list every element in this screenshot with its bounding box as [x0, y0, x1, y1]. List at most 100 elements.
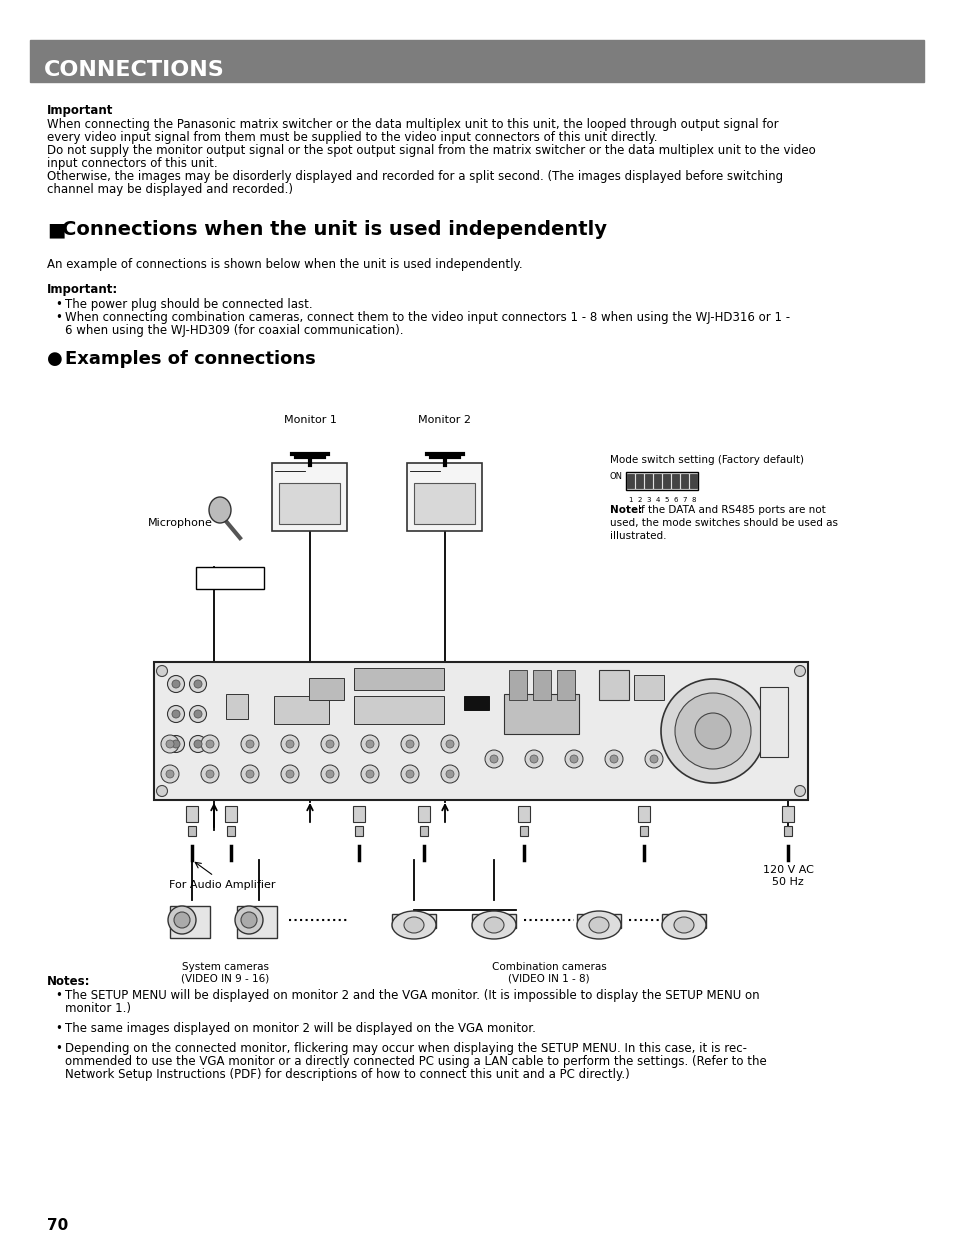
Text: 70: 70 [47, 1218, 69, 1233]
Circle shape [156, 666, 168, 677]
Circle shape [201, 764, 219, 783]
Text: Combination cameras
(VIDEO IN 1 - 8): Combination cameras (VIDEO IN 1 - 8) [491, 962, 606, 983]
Circle shape [201, 735, 219, 753]
Bar [638, 807, 649, 823]
Text: •: • [55, 298, 62, 310]
Circle shape [246, 769, 253, 778]
Text: ALARM: ALARM [389, 752, 408, 757]
Text: every video input signal from them must be supplied to the video input connector: every video input signal from them must … [47, 131, 657, 143]
Circle shape [446, 740, 454, 748]
Circle shape [524, 750, 542, 768]
Text: Do not supply the monitor output signal or the spot output signal from the matri: Do not supply the monitor output signal … [47, 143, 815, 157]
Text: – AUDIO IN  – AUDIO OUT: – AUDIO IN – AUDIO OUT [162, 767, 241, 772]
Circle shape [161, 735, 179, 753]
Circle shape [695, 713, 730, 748]
Text: Notes:: Notes: [47, 975, 91, 988]
Ellipse shape [392, 910, 436, 939]
Circle shape [286, 740, 294, 748]
Circle shape [360, 735, 378, 753]
Text: An example of connections is shown below when the unit is used independently.: An example of connections is shown below… [47, 259, 522, 271]
Ellipse shape [209, 497, 231, 523]
Text: input connectors of this unit.: input connectors of this unit. [47, 157, 217, 169]
Circle shape [190, 705, 206, 722]
Text: MODE: MODE [468, 727, 483, 732]
Text: When connecting combination cameras, connect them to the video input connectors : When connecting combination cameras, con… [65, 310, 789, 324]
Circle shape [156, 785, 168, 797]
Text: channel may be displayed and recorded.): channel may be displayed and recorded.) [47, 183, 293, 195]
Bar [634, 675, 663, 700]
Circle shape [675, 693, 750, 769]
Circle shape [604, 750, 622, 768]
Text: used, the mode switches should be used as: used, the mode switches should be used a… [609, 518, 837, 528]
Ellipse shape [577, 910, 620, 939]
Bar [783, 826, 791, 836]
Circle shape [172, 680, 180, 688]
Bar [353, 807, 365, 823]
Text: Examples of connections: Examples of connections [65, 350, 315, 367]
Circle shape [490, 755, 497, 763]
Bar [671, 474, 679, 489]
Text: 6 when using the WJ-HD309 (for coaxial communication).: 6 when using the WJ-HD309 (for coaxial c… [65, 324, 403, 336]
Text: The power plug should be connected last.: The power plug should be connected last. [65, 298, 313, 310]
Ellipse shape [483, 917, 503, 933]
Circle shape [649, 755, 658, 763]
Text: For Audio Amplifier: For Audio Amplifier [169, 880, 275, 889]
Circle shape [406, 740, 414, 748]
Bar [417, 807, 430, 823]
Bar [598, 670, 628, 700]
Text: •: • [55, 310, 62, 324]
Bar [392, 914, 436, 928]
Bar [227, 826, 234, 836]
Bar [419, 826, 428, 836]
Circle shape [190, 675, 206, 693]
Bar [195, 567, 264, 589]
Ellipse shape [673, 917, 693, 933]
Text: MONITOR (VGA): MONITOR (VGA) [306, 767, 345, 772]
Circle shape [400, 735, 418, 753]
Text: monitor 1.): monitor 1.) [65, 1002, 131, 1016]
Ellipse shape [661, 910, 705, 939]
Text: 5: 5 [663, 497, 668, 503]
Bar [689, 474, 697, 489]
Circle shape [168, 675, 184, 693]
Bar [188, 826, 195, 836]
Ellipse shape [403, 917, 423, 933]
Text: Monitor 2: Monitor 2 [418, 414, 471, 426]
Circle shape [326, 769, 334, 778]
Bar [781, 807, 793, 823]
Text: When connecting the Panasonic matrix switcher or the data multiplex unit to this: When connecting the Panasonic matrix swi… [47, 118, 778, 131]
Text: Mode switch setting (Factory default): Mode switch setting (Factory default) [609, 455, 803, 465]
Circle shape [366, 769, 374, 778]
Text: 1: 1 [628, 497, 632, 503]
Text: ommended to use the VGA monitor or a directly connected PC using a LAN cable to : ommended to use the VGA monitor or a dir… [65, 1055, 766, 1068]
Text: 8: 8 [691, 497, 695, 503]
Bar [654, 474, 660, 489]
Text: 3: 3 [645, 497, 650, 503]
Circle shape [400, 764, 418, 783]
Circle shape [440, 764, 458, 783]
Bar [186, 807, 198, 823]
Circle shape [166, 740, 173, 748]
Bar [225, 807, 236, 823]
Text: 120 V AC
50 Hz: 120 V AC 50 Hz [761, 865, 813, 887]
Text: 6: 6 [673, 497, 677, 503]
Bar [279, 482, 340, 524]
Circle shape [484, 750, 502, 768]
Bar [355, 826, 363, 836]
Bar [503, 694, 578, 734]
Bar [661, 914, 705, 928]
Text: COPY 1: COPY 1 [604, 737, 622, 742]
Bar [30, 40, 923, 82]
Circle shape [660, 679, 764, 783]
Circle shape [281, 735, 298, 753]
Bar [407, 463, 482, 531]
Bar [639, 826, 647, 836]
Text: DATA: DATA [534, 762, 547, 767]
Bar [463, 696, 489, 710]
Bar [680, 474, 687, 489]
Circle shape [172, 740, 180, 748]
Text: Connections when the unit is used independently: Connections when the unit is used indepe… [62, 220, 606, 239]
Circle shape [281, 764, 298, 783]
Bar [273, 463, 347, 531]
Text: CASCADE
OUT: CASCADE OUT [225, 767, 249, 778]
